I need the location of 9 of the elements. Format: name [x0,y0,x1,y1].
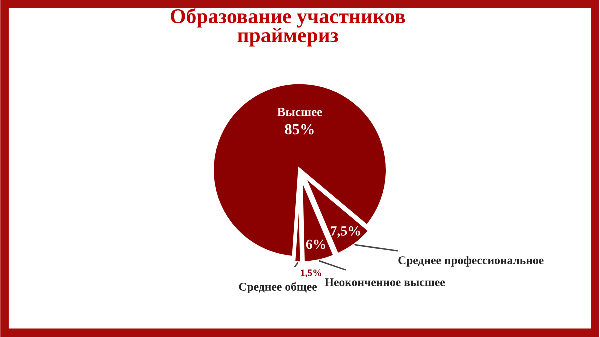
slice-label: Неоконченное высшее [325,278,446,286]
slice-label: Среднее общее [239,282,318,294]
data-label: 1,5% [301,270,322,278]
data-label: 7,5% [331,226,360,238]
data-label: 6% [306,240,326,250]
data-label: 85% [285,124,314,135]
chart-title: Образование участников праймериз [171,8,406,47]
slice-label: Среднее профессиональное [398,256,544,267]
slice-label: Высшее [278,108,322,116]
